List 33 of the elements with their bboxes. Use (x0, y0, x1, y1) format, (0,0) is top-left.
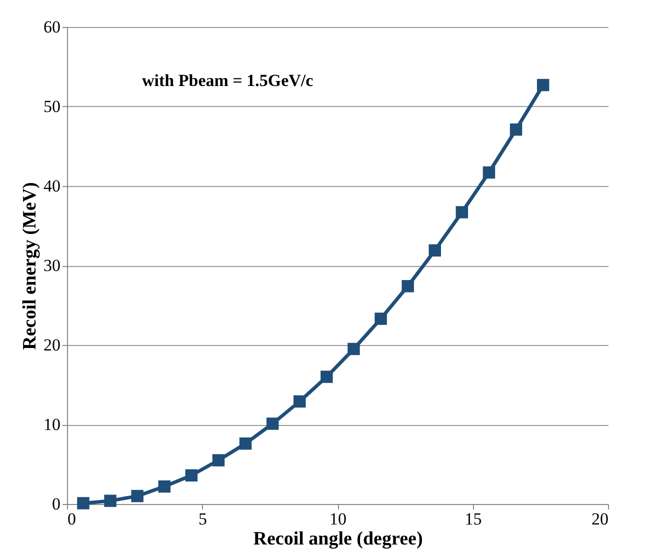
point (239, 437, 252, 450)
x-tick-label: 20 (592, 510, 608, 528)
annotation: with Pbeam = 1.5GeV/c (142, 71, 314, 90)
point (77, 497, 90, 510)
point (456, 206, 468, 218)
point (212, 454, 225, 466)
point (131, 490, 144, 502)
point (266, 418, 279, 430)
point (294, 395, 306, 408)
y-tick-label: 50 (44, 97, 60, 116)
point (104, 494, 116, 507)
y-tick-label: 10 (44, 415, 60, 434)
point (536, 78, 550, 92)
y-axis-title: Recoil energy (MeV) (20, 182, 40, 350)
y-tick-label: 40 (44, 176, 60, 196)
point (402, 280, 414, 292)
point (428, 244, 442, 257)
x-tick-label: 10 (330, 510, 346, 528)
point (158, 480, 171, 493)
x-tick-label: 0 (68, 510, 76, 528)
x-tick-label: 15 (464, 510, 482, 528)
y-tick-label: 60 (44, 18, 60, 36)
point (482, 166, 496, 179)
y-tick-label: 0 (52, 494, 60, 514)
point (320, 370, 333, 383)
point (348, 342, 360, 356)
point (185, 469, 198, 482)
y-tick-label: 20 (44, 336, 60, 354)
point (510, 123, 522, 136)
x-tick-label: 5 (198, 510, 207, 528)
x-axis-title: Recoil angle (degree) (253, 528, 423, 550)
y-tick-label: 30 (44, 256, 60, 275)
point (374, 312, 387, 325)
